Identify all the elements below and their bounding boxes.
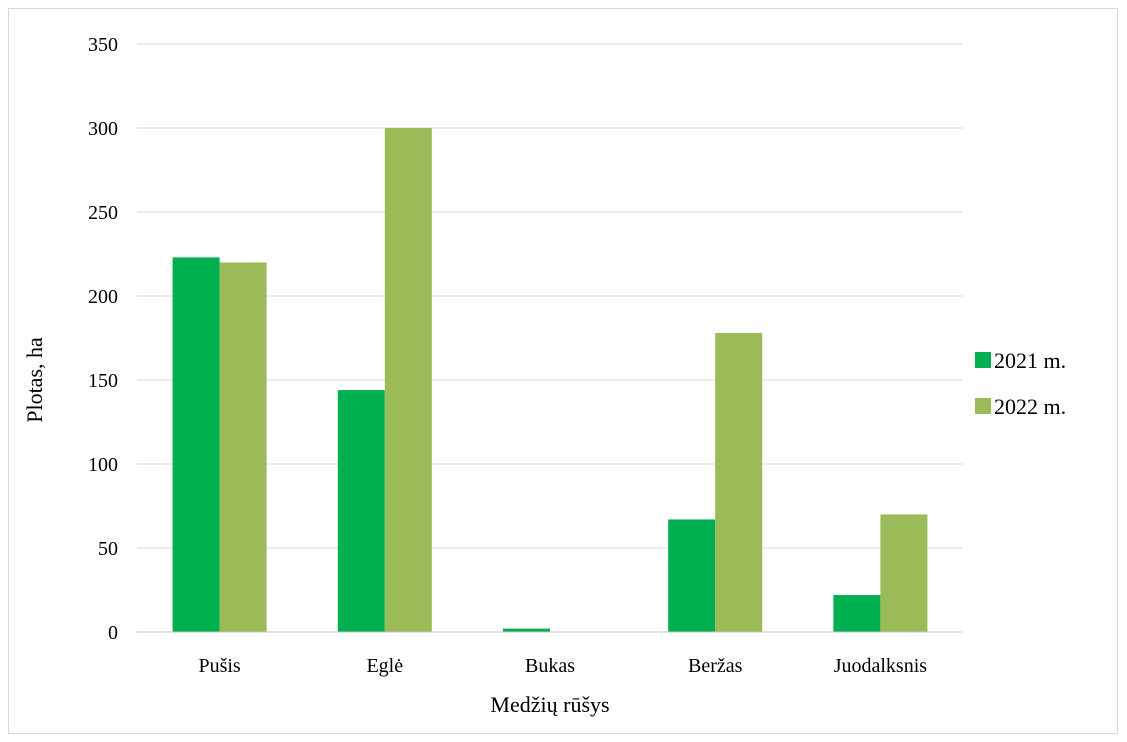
bar-2 [880, 514, 928, 632]
y-tick-label: 300 [88, 118, 118, 140]
y-axis-title: Plotas, ha [22, 337, 47, 423]
x-tick-label: Beržas [688, 655, 743, 677]
x-tick-label: Juodalksnis [834, 655, 928, 677]
bar-1 [668, 519, 716, 632]
y-tick-label: 50 [98, 538, 118, 560]
gridlines [137, 43, 963, 549]
legend-swatch [975, 398, 991, 414]
y-tick-label: 250 [88, 202, 118, 224]
legend-label: 2021 m. [994, 348, 1066, 373]
y-axis-ticks: 0 50 100 150 200 250 300 350 [88, 34, 118, 644]
bar-2 [384, 128, 432, 632]
bar-1 [172, 257, 220, 632]
x-tick-label: Eglė [366, 655, 403, 677]
y-tick-label: 150 [88, 370, 118, 392]
bar-2 [715, 332, 763, 632]
bar-1 [833, 595, 881, 632]
x-axis-ticks: Pušis Eglė Bukas Beržas Juodalksnis [198, 655, 927, 677]
legend-label: 2022 m. [994, 394, 1066, 419]
bar-1 [337, 390, 385, 632]
legend: 2021 m. 2022 m. [975, 348, 1066, 419]
y-tick-label: 350 [88, 34, 118, 56]
bar-2 [219, 262, 267, 632]
x-tick-label: Bukas [525, 655, 575, 677]
y-tick-label: 0 [108, 622, 118, 644]
x-axis-title: Medžių rūšys [490, 692, 609, 717]
bar-1 [503, 628, 550, 632]
y-tick-label: 200 [88, 286, 118, 308]
y-tick-label: 100 [88, 454, 118, 476]
legend-swatch [975, 352, 991, 368]
bars [172, 128, 928, 632]
x-tick-label: Pušis [198, 655, 240, 677]
